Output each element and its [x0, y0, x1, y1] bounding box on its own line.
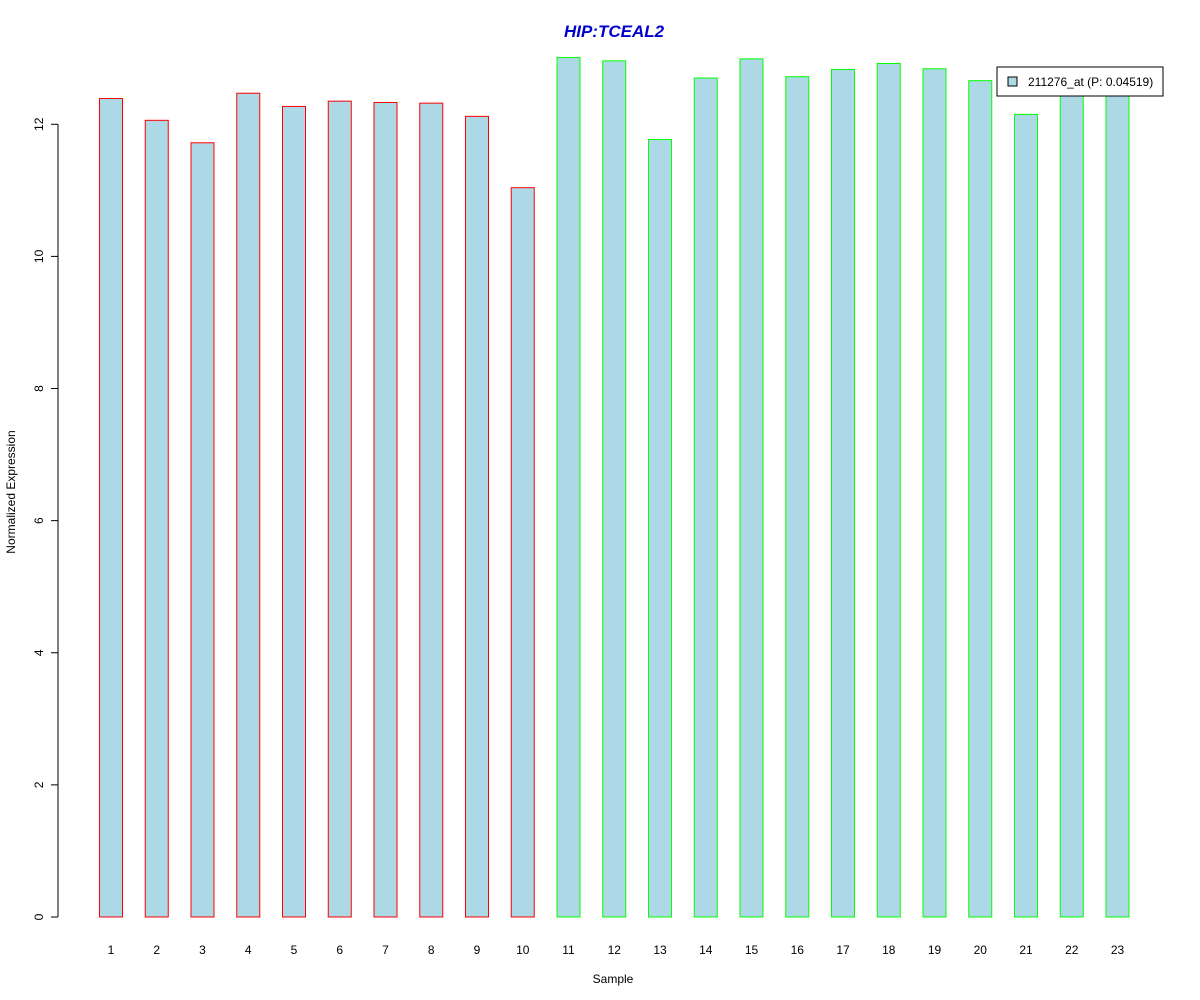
y-tick-label: 0 [32, 913, 46, 920]
legend-label: 211276_at (P: 0.04519) [1028, 75, 1153, 89]
y-tick-label: 8 [32, 385, 46, 392]
bar [1059, 87, 1084, 918]
x-tick-label: 15 [745, 943, 759, 957]
y-axis: 0 2 4 6 8 10 12 [32, 117, 59, 920]
bar [99, 98, 123, 918]
x-tick-label: 5 [291, 943, 298, 957]
y-tick-label: 2 [32, 781, 46, 788]
x-tick-label: 4 [245, 943, 252, 957]
x-tick-label: 16 [791, 943, 805, 957]
bars [99, 57, 1130, 918]
bar [236, 92, 261, 918]
legend-box [996, 66, 1164, 97]
bar [556, 57, 581, 918]
x-tick-label: 11 [562, 943, 575, 957]
x-tick-label: 22 [1065, 943, 1079, 957]
bar [1105, 87, 1130, 918]
bar [785, 76, 810, 918]
x-tick-label: 23 [1111, 943, 1125, 957]
chart-title: HIP:TCEAL2 [564, 22, 665, 41]
x-axis-label: Sample [593, 972, 634, 986]
bar [739, 58, 764, 918]
bar [327, 100, 352, 918]
bar [648, 138, 672, 918]
bar [831, 68, 855, 918]
x-tick-label: 3 [199, 943, 206, 957]
bar [602, 60, 627, 918]
bar [922, 68, 947, 918]
y-tick-label: 6 [32, 517, 46, 524]
bar [419, 102, 444, 918]
legend: 211276_at (P: 0.04519) [996, 66, 1164, 97]
x-tick-label: 8 [428, 943, 435, 957]
x-tick-label: 7 [382, 943, 389, 957]
bar [693, 77, 718, 918]
x-tick-label: 9 [474, 943, 481, 957]
bar [968, 80, 993, 918]
bar [190, 142, 215, 918]
bar [465, 115, 489, 918]
bar [144, 119, 169, 918]
x-tick-label: 14 [699, 943, 713, 957]
x-tick-label: 6 [336, 943, 343, 957]
x-tick-label: 2 [153, 943, 160, 957]
x-tick-label: 1 [108, 943, 115, 957]
x-tick-label: 18 [882, 943, 896, 957]
bar [510, 187, 535, 918]
y-axis-label: Normalized Expression [4, 430, 18, 553]
y-tick-label: 10 [32, 249, 46, 263]
bar [1014, 113, 1038, 918]
legend-swatch [1007, 76, 1018, 87]
y-tick-label: 12 [32, 117, 46, 131]
x-tick-label: 19 [928, 943, 942, 957]
x-tick-label: 20 [974, 943, 988, 957]
x-tick-label: 10 [516, 943, 530, 957]
x-tick-label: 13 [653, 943, 667, 957]
x-tick-labels: 1 2 3 4 5 6 7 8 9 10 11 12 13 14 15 16 17 18 19 20 21 22 23 [108, 943, 1125, 957]
x-tick-label: 17 [836, 943, 850, 957]
bar [373, 101, 398, 918]
x-tick-label: 21 [1019, 943, 1033, 957]
y-tick-label: 4 [32, 649, 46, 656]
bar [876, 62, 901, 918]
bar [282, 105, 306, 918]
x-tick-label: 12 [608, 943, 622, 957]
